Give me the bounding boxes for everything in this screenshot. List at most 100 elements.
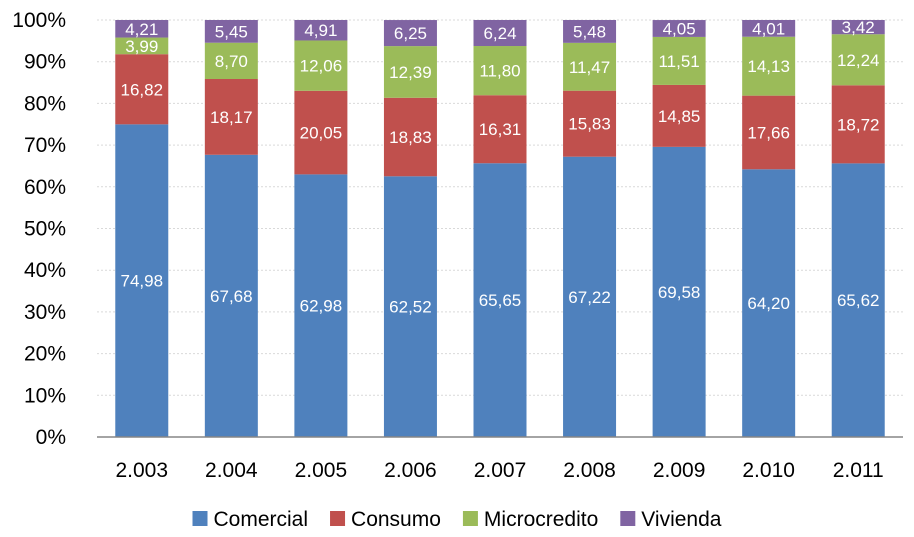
bars <box>115 20 885 438</box>
legend-label-vivienda: Vivienda <box>641 508 721 531</box>
data-label: 65,62 <box>837 291 880 310</box>
bar-segment-vivienda <box>115 20 169 38</box>
legend-swatch-consumo <box>330 511 346 526</box>
data-label: 74,98 <box>121 272 164 291</box>
data-label: 15,83 <box>568 115 611 134</box>
bar-segment-consumo <box>563 90 617 157</box>
bar-segment-consumo <box>473 95 527 164</box>
data-label: 17,66 <box>747 123 790 142</box>
bar-segment-vivienda <box>473 20 527 47</box>
y-tick-label: 60% <box>24 176 66 199</box>
y-tick-label: 50% <box>24 218 66 241</box>
data-label: 62,98 <box>300 297 343 316</box>
data-label: 65,65 <box>479 291 522 310</box>
data-label: 12,24 <box>837 51 880 70</box>
y-tick-label: 90% <box>24 51 66 74</box>
bar-segment-consumo <box>204 79 258 155</box>
bar-segment-comercial <box>831 163 885 437</box>
y-tick-label: 80% <box>24 92 66 115</box>
data-label: 64,20 <box>747 294 790 313</box>
bar-segment-vivienda <box>563 20 617 43</box>
legend: Comercial Consumo Microcredito Vivienda <box>192 508 722 531</box>
data-label: 16,82 <box>121 80 164 99</box>
bar-segment-vivienda <box>652 20 706 37</box>
bar-segment-vivienda <box>204 20 258 43</box>
x-tick-label: 2.010 <box>742 459 795 482</box>
data-label: 12,06 <box>300 57 343 76</box>
y-tick-label: 10% <box>24 384 66 407</box>
legend-label-microcredito: Microcredito <box>484 508 598 531</box>
data-label: 14,85 <box>658 107 701 126</box>
x-tick-label: 2.005 <box>295 459 348 482</box>
data-label: 4,91 <box>304 21 337 40</box>
bar-segment-consumo <box>831 85 885 164</box>
data-label: 5,45 <box>215 22 248 41</box>
bar-segment-microcredito <box>473 46 527 96</box>
data-label: 6,24 <box>483 24 516 43</box>
legend-swatch-microcredito <box>462 511 478 526</box>
axes: 0% 10% 20% 30% 40% 50% 60% 70% 80% 90% 100% 2.003 2.… <box>12 9 903 482</box>
data-label: 12,39 <box>389 63 432 82</box>
bar-segment-microcredito <box>294 40 348 91</box>
bar-segment-microcredito <box>563 42 617 91</box>
bar-segment-microcredito <box>652 36 706 85</box>
bar-segment-microcredito <box>742 36 796 96</box>
data-labels: 74,98 16,82 3,994,21 67,68 18,17 8,70 5,45 62,9… <box>121 18 880 317</box>
bar-segment-vivienda <box>742 20 796 37</box>
data-label: 3,42 <box>842 18 875 37</box>
bar-segment-comercial <box>652 146 706 438</box>
x-tick-label: 2.008 <box>563 459 616 482</box>
data-label: 11,80 <box>479 62 520 81</box>
data-label: 11,47 <box>569 58 610 77</box>
x-tick-label: 2.007 <box>474 459 527 482</box>
y-tick-label: 30% <box>24 301 66 324</box>
legend-swatch-vivienda <box>620 511 636 526</box>
legend-swatch-comercial <box>192 511 208 526</box>
data-label: 11,51 <box>658 52 699 71</box>
bar-segment-comercial <box>742 169 796 437</box>
y-tick-label: 70% <box>24 134 66 157</box>
data-label: 16,31 <box>479 120 522 139</box>
y-tick-label: 40% <box>24 259 66 282</box>
data-label: 14,13 <box>747 57 790 76</box>
bar-segment-comercial <box>473 163 527 437</box>
legend-label-comercial: Comercial <box>214 508 309 531</box>
data-label: 67,22 <box>568 288 611 307</box>
bar-segment-consumo <box>383 97 437 177</box>
data-label: 5,48 <box>573 22 606 41</box>
bar-segment-comercial <box>115 124 169 437</box>
bar-segment-comercial <box>563 156 617 437</box>
data-label: 6,25 <box>394 24 427 43</box>
data-label: 62,52 <box>389 298 432 317</box>
bar-segment-consumo <box>115 54 169 125</box>
data-label: 67,68 <box>210 287 253 306</box>
data-label: 18,72 <box>837 115 880 134</box>
bar-segment-vivienda <box>383 20 437 47</box>
bar-segment-comercial <box>383 176 437 437</box>
bar-segment-microcredito <box>204 42 258 80</box>
bar-segment-consumo <box>294 90 348 175</box>
y-tick-label: 0% <box>36 426 66 449</box>
y-tick-label: 20% <box>24 343 66 366</box>
x-tick-label: 2.003 <box>115 459 168 482</box>
bar-segment-comercial <box>204 154 258 437</box>
bar-segment-microcredito <box>115 37 169 55</box>
data-label: 18,83 <box>389 128 432 147</box>
bar-segment-microcredito <box>831 34 885 86</box>
bar-segment-vivienda <box>294 20 348 41</box>
data-label: 4,01 <box>752 19 785 38</box>
data-label: 8,70 <box>215 52 248 71</box>
legend-label-consumo: Consumo <box>351 508 441 531</box>
bar-segment-consumo <box>652 84 706 147</box>
bar-segment-consumo <box>742 95 796 170</box>
data-label: 4,05 <box>663 19 696 38</box>
data-label: 69,58 <box>658 283 701 302</box>
y-tick-label: 100% <box>12 9 66 32</box>
data-label: 18,17 <box>210 108 253 127</box>
bar-segment-comercial <box>294 174 348 437</box>
x-tick-label: 2.004 <box>205 459 258 482</box>
data-label: 3,99 <box>125 37 158 56</box>
x-tick-label: 2.009 <box>653 459 706 482</box>
